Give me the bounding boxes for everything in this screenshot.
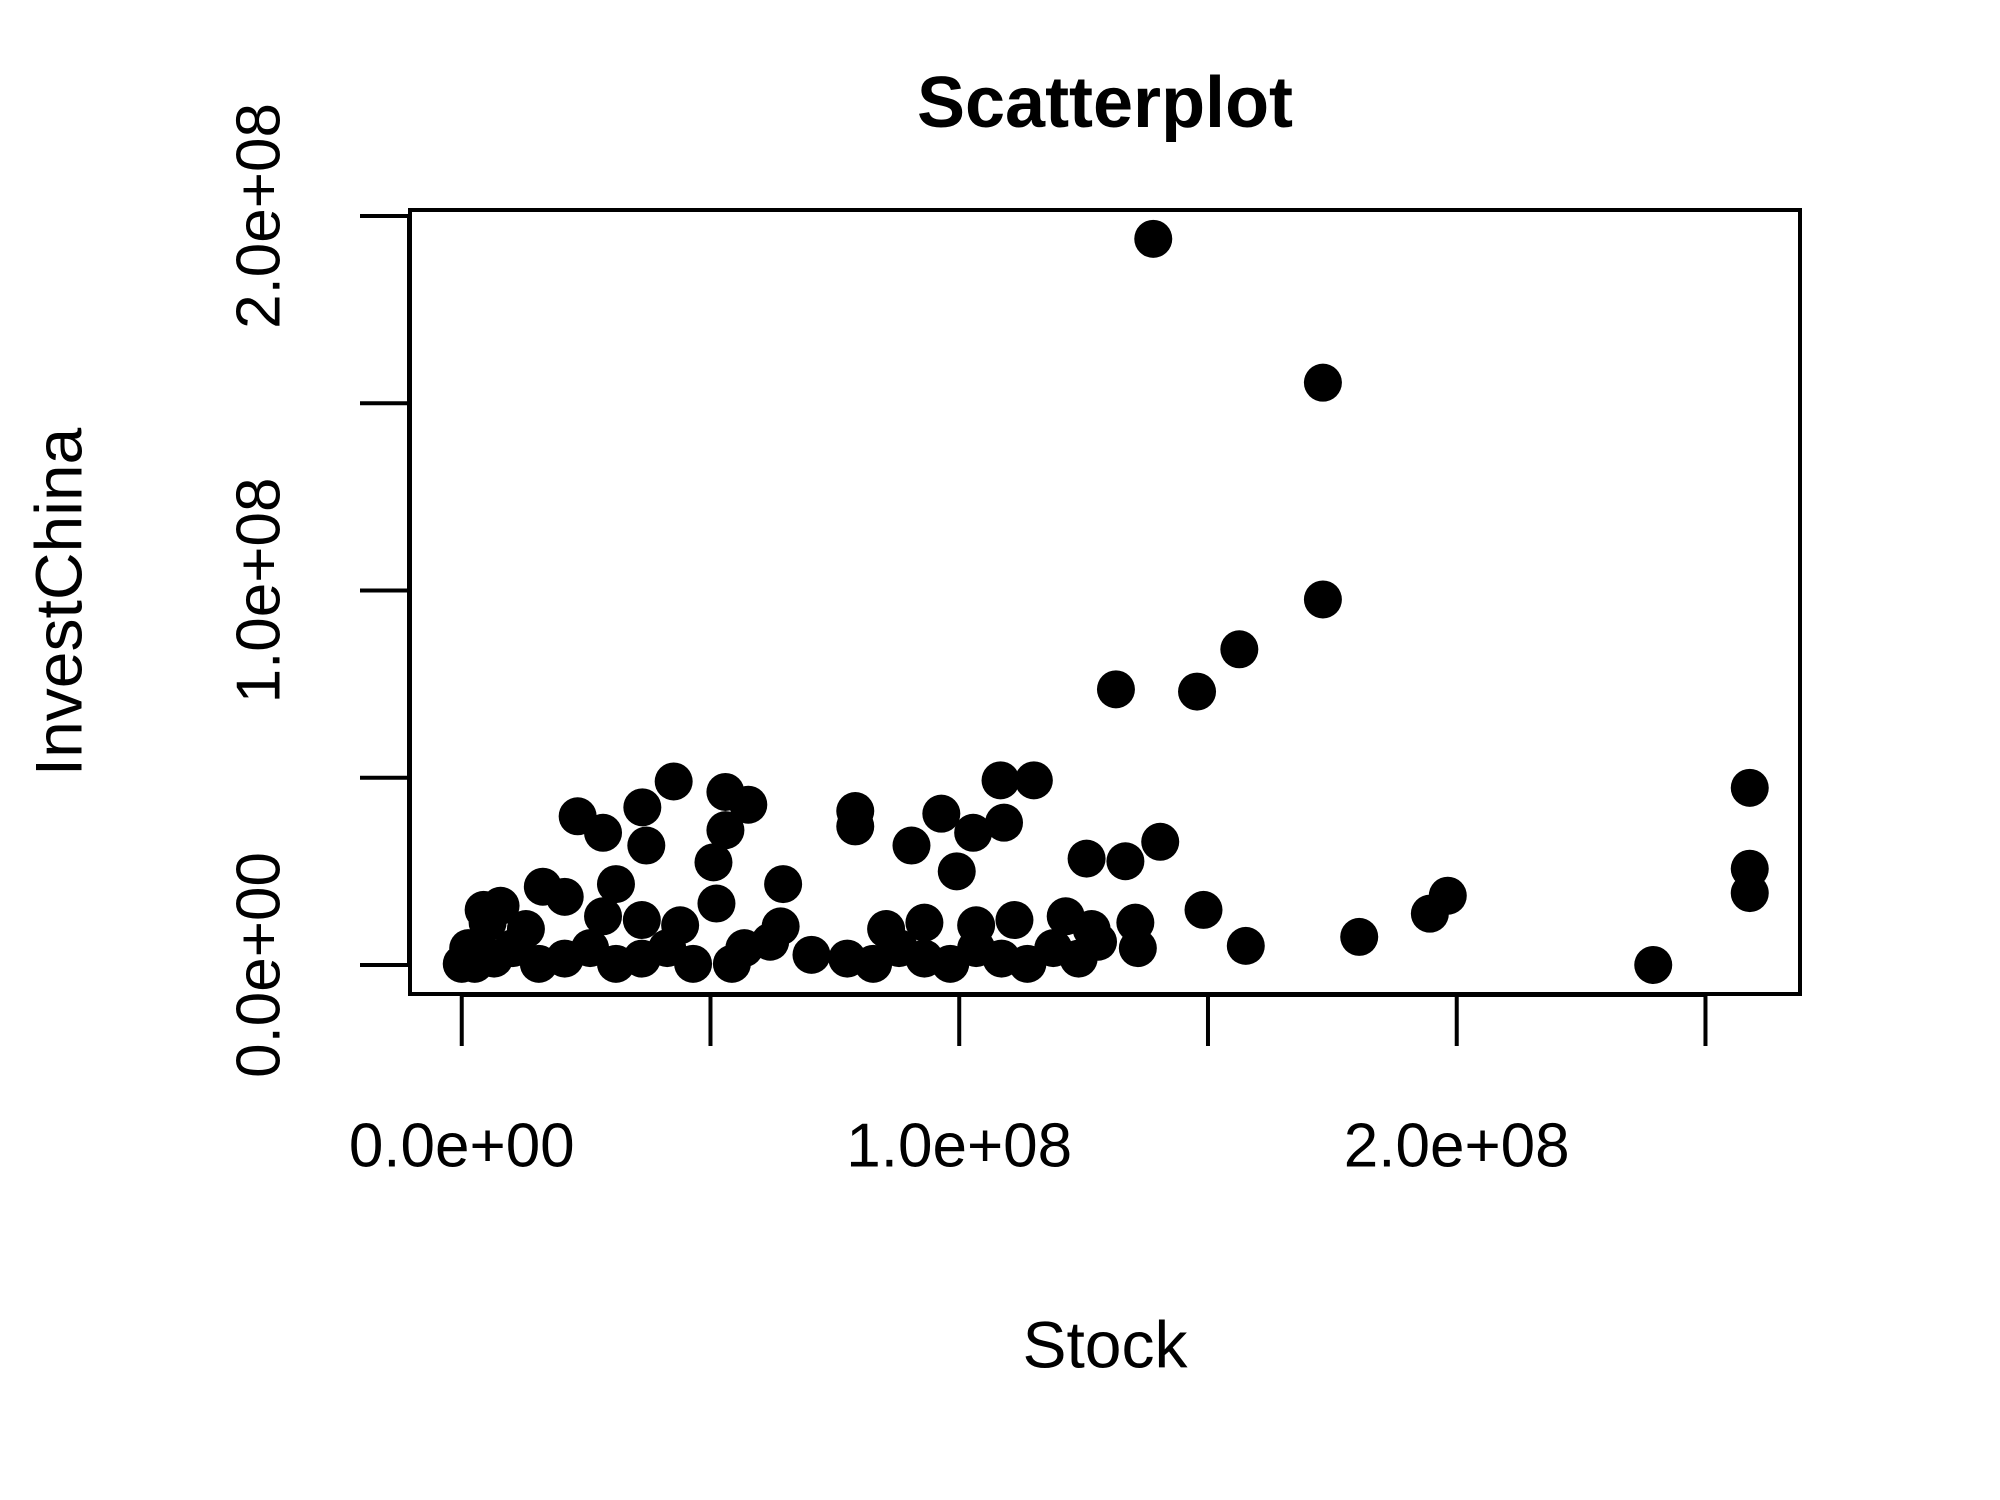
point: [1303, 580, 1342, 619]
x-tick-label: 0.0e+00: [349, 1111, 575, 1180]
x-axis-title: Stock: [1022, 1307, 1188, 1381]
y-axis-title: InvestChina: [21, 427, 95, 776]
point: [1118, 929, 1157, 968]
chart-title: Scatterplot: [917, 63, 1293, 143]
point: [1220, 630, 1259, 669]
point: [1141, 822, 1180, 861]
point: [905, 903, 944, 942]
point: [867, 910, 906, 949]
point: [1303, 363, 1342, 402]
point: [623, 788, 662, 827]
x-tick-label: 2.0e+08: [1344, 1111, 1570, 1180]
point: [1072, 910, 1111, 949]
x-tick-label: 1.0e+08: [846, 1111, 1072, 1180]
point: [792, 935, 831, 974]
point: [985, 803, 1024, 842]
point: [995, 901, 1034, 940]
y-tick-label: 1.0e+08: [224, 478, 293, 704]
point: [957, 906, 996, 945]
point: [1730, 768, 1769, 807]
point: [622, 901, 661, 940]
point: [1178, 672, 1217, 711]
point: [1184, 890, 1223, 929]
point: [1634, 945, 1673, 984]
point: [706, 811, 745, 850]
point: [506, 910, 545, 949]
point: [981, 761, 1020, 800]
point: [661, 906, 700, 945]
point: [627, 826, 666, 865]
point: [694, 843, 733, 882]
y-tick-label: 0.0e+00: [224, 852, 293, 1078]
point: [706, 772, 745, 811]
point: [468, 903, 507, 942]
point: [937, 852, 976, 891]
point: [523, 867, 562, 906]
point: [596, 865, 635, 904]
point: [1096, 670, 1135, 709]
point: [674, 944, 713, 983]
point: [1730, 874, 1769, 913]
point: [1014, 761, 1053, 800]
point: [1067, 839, 1106, 878]
y-tick-label: 2.0e+08: [224, 103, 293, 329]
point: [1134, 219, 1173, 258]
point: [1410, 894, 1449, 933]
point: [1106, 842, 1145, 881]
point: [954, 813, 993, 852]
point: [584, 813, 623, 852]
point: [836, 807, 875, 846]
point: [1340, 917, 1379, 956]
point: [892, 826, 931, 865]
point: [764, 865, 803, 904]
point: [1226, 926, 1265, 965]
point: [584, 897, 623, 936]
point: [654, 762, 693, 801]
point: [751, 922, 790, 961]
point: [922, 794, 961, 833]
point: [697, 884, 736, 923]
